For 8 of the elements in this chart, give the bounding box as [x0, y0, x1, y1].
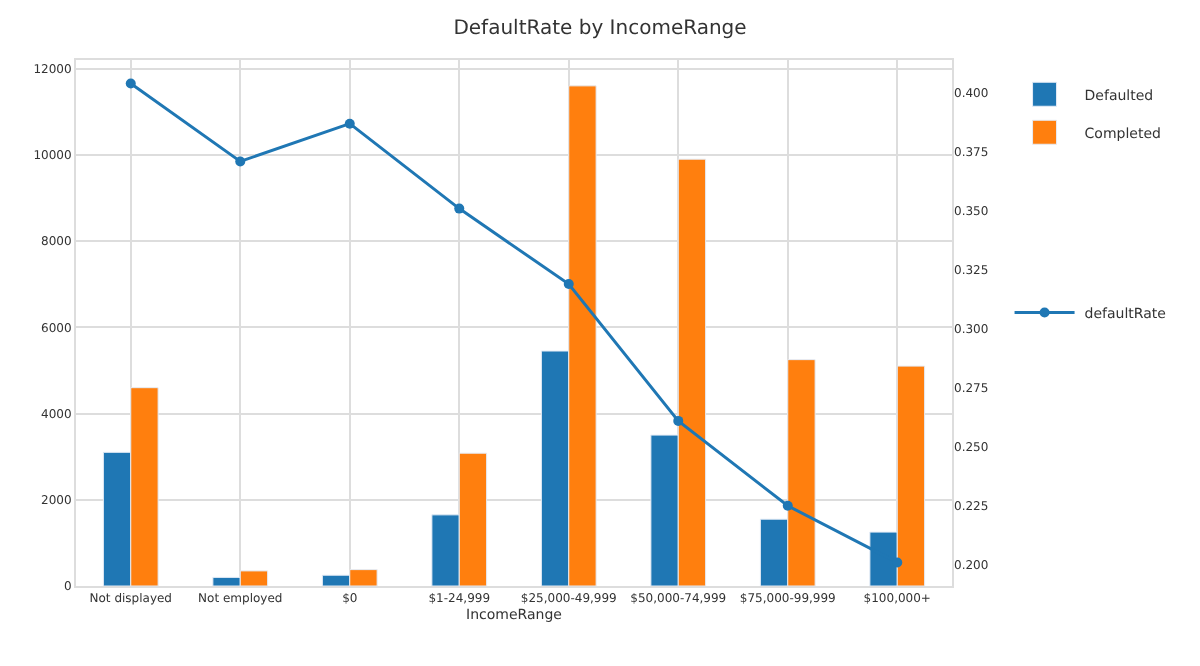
chart-title: DefaultRate by IncomeRange — [453, 17, 747, 40]
point — [782, 500, 793, 511]
point — [235, 156, 246, 167]
point — [454, 203, 465, 214]
point — [125, 78, 136, 89]
point — [344, 118, 355, 129]
point — [563, 279, 574, 290]
point — [673, 415, 684, 426]
